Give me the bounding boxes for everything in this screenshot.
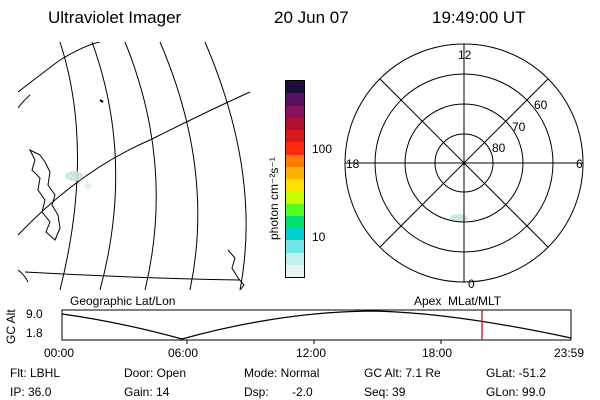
polar-plot [344, 43, 584, 283]
colorbar-segment [286, 130, 304, 143]
colorbar-segment [286, 252, 304, 265]
colorbar-segment [286, 240, 304, 253]
mlt-label-12: 12 [458, 48, 472, 62]
aurora-blob [65, 171, 83, 181]
geographic-caption: Geographic Lat/Lon [70, 294, 176, 308]
dsp-value: -2.0 [292, 385, 313, 399]
timeline-ylabel: GC Alt [4, 309, 18, 344]
time-label: 19:49:00 UT [432, 8, 526, 27]
timeline-xtick: 12:00 [296, 346, 327, 360]
lat-label-80: 80 [492, 141, 506, 155]
aurora-blob [84, 183, 92, 189]
mlt-label-18: 18 [346, 157, 360, 171]
door-info: Door: Open [124, 366, 187, 380]
gain-info: Gain: 14 [124, 385, 170, 399]
colorbar-tick-100: 100 [312, 142, 333, 156]
app-title: Ultraviolet Imager [48, 8, 182, 27]
colorbar-segment [286, 105, 304, 118]
colorbar-segment [286, 179, 304, 192]
altitude-curve [61, 310, 572, 340]
colorbar-segment [286, 154, 304, 167]
filter-info: Flt: LBHL [10, 366, 61, 380]
seq-info: Seq: 39 [364, 385, 406, 399]
colorbar-segment [286, 117, 304, 130]
mlt-label-6: 6 [576, 157, 583, 171]
colorbar-segment [286, 215, 304, 228]
timeline-xtick: 18:00 [422, 346, 453, 360]
timeline-xtick: 00:00 [44, 346, 75, 360]
mlt-label-0: 0 [468, 277, 475, 291]
timeline-xtick: 23:59 [554, 346, 585, 360]
mode-info: Mode: Normal [244, 366, 320, 380]
colorbar-segment [286, 81, 304, 94]
gc-alt-info: GC Alt: 7.1 Re [364, 366, 441, 380]
colorbar-segment [286, 191, 304, 204]
dsp-label: Dsp: [244, 385, 269, 399]
colorbar-segment [286, 228, 304, 241]
apex-caption: Apex MLat/MLT [414, 294, 502, 308]
timeline-ytick-top: 9.0 [26, 307, 43, 321]
timeline-ticks [186, 340, 442, 344]
lat-label-70: 70 [512, 120, 526, 134]
ip-info: IP: 36.0 [10, 385, 52, 399]
glon-info: GLon: 99.0 [486, 385, 546, 399]
colorbar-segment [286, 142, 304, 155]
colorbar [285, 80, 305, 278]
colorbar-tick-10: 10 [312, 230, 326, 244]
colorbar-segment [286, 93, 304, 106]
timeline-xtick: 06:00 [168, 346, 199, 360]
geographic-map [18, 42, 251, 290]
lat-label-60: 60 [534, 98, 548, 112]
colorbar-segment [286, 264, 304, 277]
timeline-frame [61, 309, 572, 341]
colorbar-segment [286, 166, 304, 179]
timeline-ytick-bottom: 1.8 [26, 326, 43, 340]
colorbar-unit-label: photon cm⁻²s⁻¹ [267, 157, 281, 240]
date-label: 20 Jun 07 [274, 8, 349, 27]
colorbar-segment [286, 203, 304, 216]
glat-info: GLat: -51.2 [486, 366, 547, 380]
